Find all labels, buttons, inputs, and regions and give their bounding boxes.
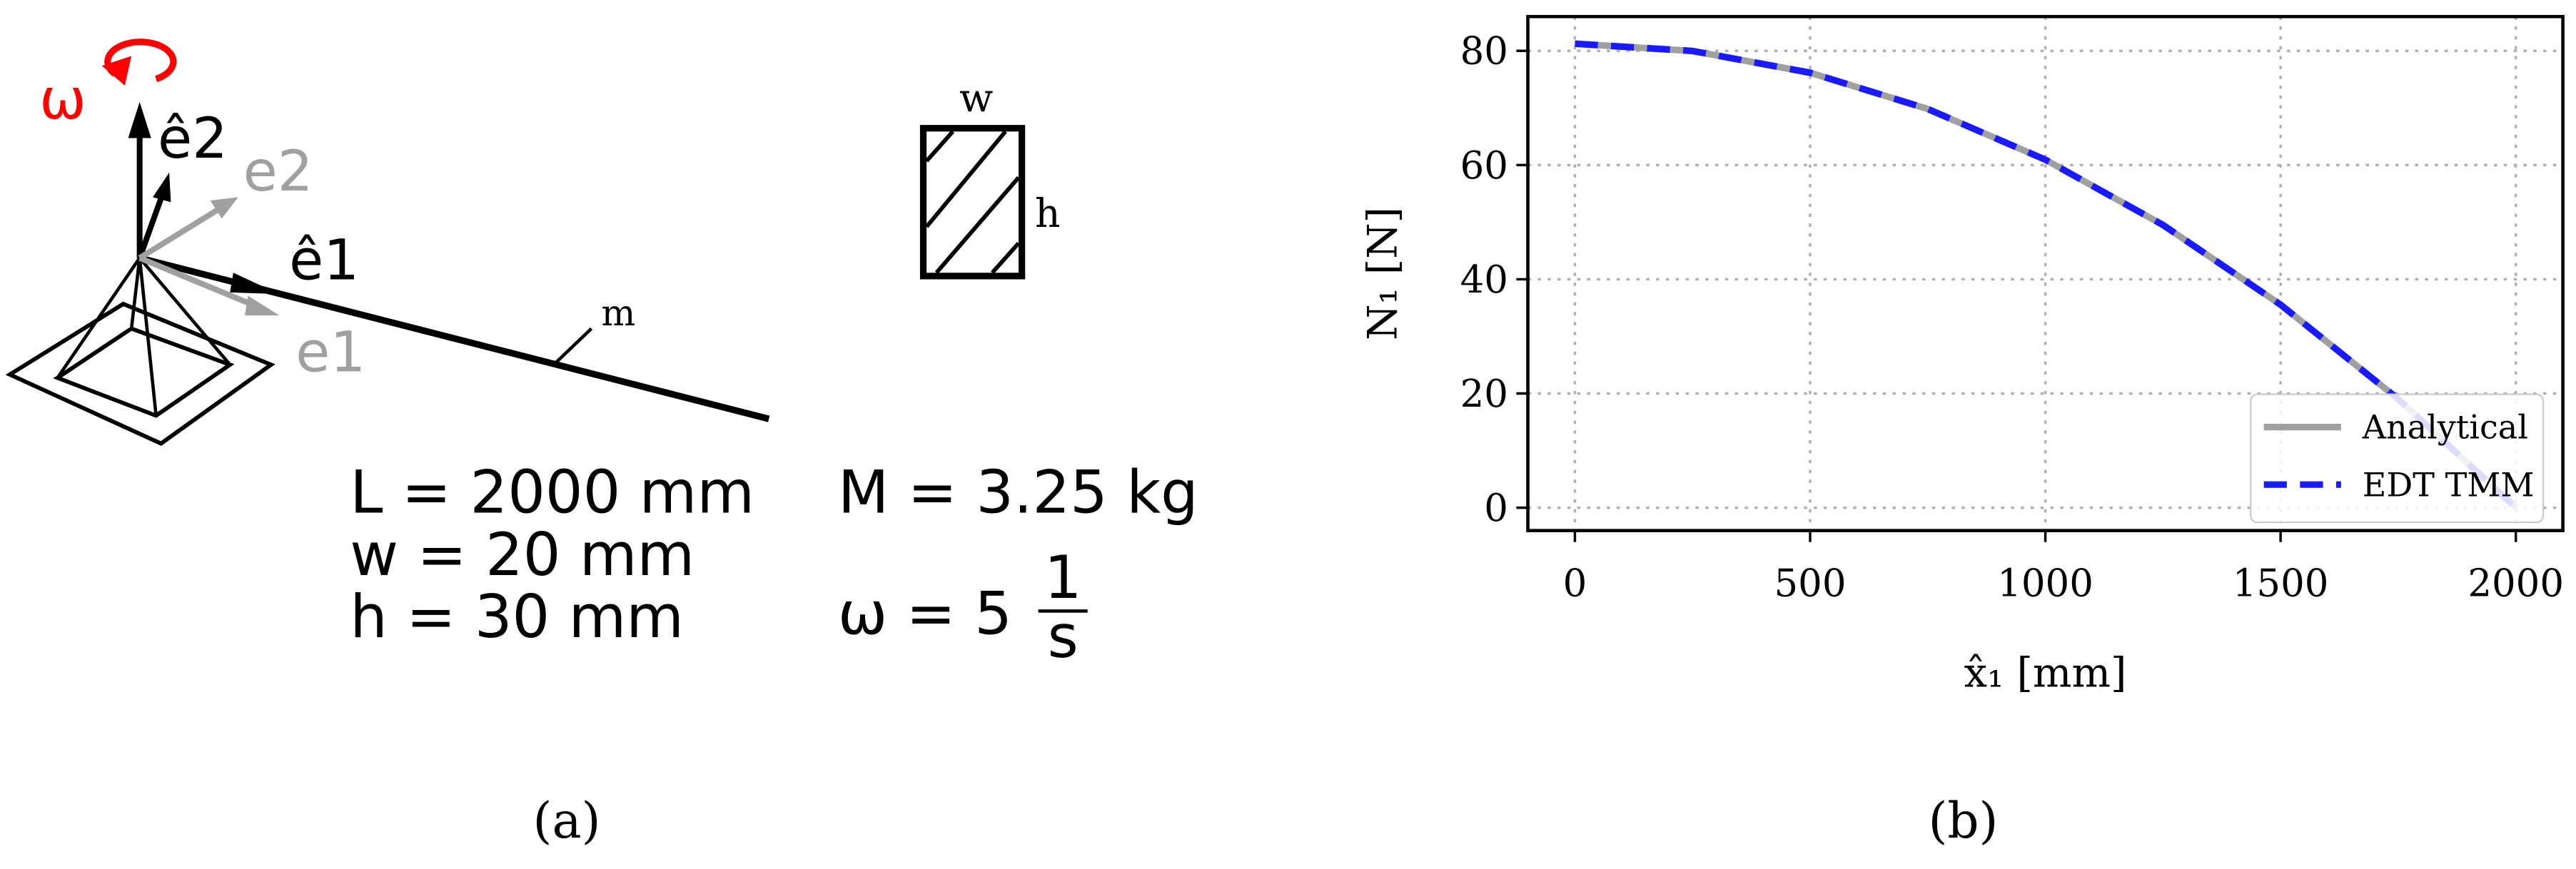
y-tick-label: 40 bbox=[1460, 258, 1508, 302]
label: h bbox=[1035, 191, 1061, 237]
caption: (b) bbox=[1928, 793, 1998, 850]
panel-a-labels: ω ê2 e2 ê1 e1 L = 2000 mm M = 3.25 kg w … bbox=[39, 67, 1198, 671]
x-tick-label: 2000 bbox=[2468, 562, 2564, 606]
arrow-head bbox=[153, 172, 171, 203]
label: w bbox=[959, 76, 993, 122]
base-outer bbox=[5, 301, 276, 446]
arrow-head bbox=[101, 56, 132, 86]
label: m bbox=[601, 292, 635, 334]
hatch bbox=[924, 130, 1021, 275]
equation: 1 bbox=[1044, 543, 1082, 612]
panel-a bbox=[5, 39, 1088, 613]
x-tick-label: 1500 bbox=[2233, 562, 2329, 606]
equation: w = 20 mm bbox=[350, 520, 694, 589]
y-tick-label: 0 bbox=[1484, 487, 1508, 530]
label: ê2 bbox=[158, 106, 228, 171]
label: e1 bbox=[296, 320, 365, 385]
arrow-head bbox=[244, 295, 280, 316]
y-tick-label: 20 bbox=[1460, 372, 1508, 416]
line-series bbox=[1575, 40, 2518, 511]
e2-axis bbox=[138, 208, 218, 260]
m-leader bbox=[552, 327, 593, 366]
label: e2 bbox=[243, 139, 313, 204]
equation: s bbox=[1048, 602, 1079, 671]
x-tick-label: 1000 bbox=[1997, 562, 2093, 606]
plot-frame bbox=[1526, 14, 2565, 532]
y-tick-label: 60 bbox=[1460, 144, 1508, 188]
equation: h = 30 mm bbox=[350, 582, 684, 651]
cross-section bbox=[919, 125, 1026, 280]
x-axis-label: x̂₁ [mm] bbox=[1964, 649, 2127, 696]
arrow-head bbox=[128, 101, 151, 138]
x-tick-label: 500 bbox=[1774, 562, 1847, 606]
y-axis-label: N₁ [N] bbox=[1358, 207, 1406, 340]
e1-axis bbox=[138, 255, 256, 309]
equation: M = 3.25 kg bbox=[838, 457, 1198, 527]
axis-arrow bbox=[136, 193, 166, 259]
label: ω bbox=[39, 67, 86, 132]
pyramid-edges bbox=[56, 257, 231, 416]
legend-label: EDT TMM bbox=[2363, 465, 2535, 504]
arrow-head bbox=[210, 197, 238, 219]
x-tick-label: 0 bbox=[1563, 562, 1587, 606]
y-tick-label: 80 bbox=[1460, 30, 1508, 73]
omega-arc bbox=[104, 39, 177, 83]
caption: (a) bbox=[533, 793, 601, 850]
equation: ω = 5 bbox=[838, 579, 1012, 649]
equation: L = 2000 mm bbox=[350, 457, 754, 527]
arrow-head bbox=[230, 273, 280, 295]
label: ê1 bbox=[289, 228, 359, 293]
legend-label: Analytical bbox=[2362, 408, 2528, 447]
